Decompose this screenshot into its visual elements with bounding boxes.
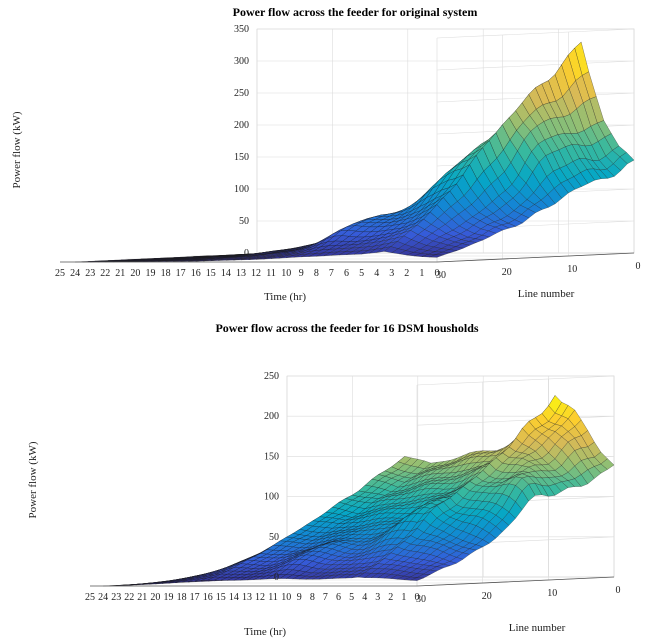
x-tick-label: 24 xyxy=(70,268,80,279)
y-tick-label: 0 xyxy=(636,261,641,272)
z-tick-label: 50 xyxy=(269,532,279,543)
z-tick-label: 100 xyxy=(264,492,279,503)
x-tick-label: 24 xyxy=(98,592,108,603)
x-tick-label: 7 xyxy=(329,268,334,279)
y-tick-label: 20 xyxy=(482,591,492,602)
x-tick-label: 9 xyxy=(297,592,302,603)
z-tick-label: 150 xyxy=(234,152,249,163)
surface-cell xyxy=(410,577,424,581)
x-tick-label: 18 xyxy=(161,268,171,279)
y-tick-label: 10 xyxy=(547,588,557,599)
z-tick-label: 250 xyxy=(234,88,249,99)
x-tick-label: 13 xyxy=(236,268,246,279)
x-tick-label: 14 xyxy=(221,268,231,279)
x-tick-label: 13 xyxy=(242,592,252,603)
x-tick-label: 6 xyxy=(344,268,349,279)
x-tick-label: 19 xyxy=(164,592,174,603)
x-tick-label: 18 xyxy=(177,592,187,603)
x-tick-label: 3 xyxy=(389,268,394,279)
x-tick-label: 16 xyxy=(191,268,201,279)
x-tick-label: 23 xyxy=(111,592,121,603)
surface-cell xyxy=(429,254,444,258)
z-tick-label: 350 xyxy=(234,24,249,35)
ylabel-top: Line number xyxy=(518,288,575,300)
x-tick-label: 3 xyxy=(375,592,380,603)
chart-title-1: Power flow across the feeder for origina… xyxy=(233,5,478,19)
x-tick-label: 25 xyxy=(55,268,65,279)
x-tick-label: 7 xyxy=(323,592,328,603)
x-tick-label: 22 xyxy=(124,592,134,603)
x-tick-label: 12 xyxy=(251,268,261,279)
x-tick-label: 15 xyxy=(206,268,216,279)
x-tick-label: 16 xyxy=(203,592,213,603)
surface-bottom xyxy=(103,395,615,587)
y-tick-label: 30 xyxy=(416,594,426,605)
z-tick-label: 200 xyxy=(264,411,279,422)
zlabel-top: Power flow (kW) xyxy=(11,111,23,188)
chart-top: Power flow across the feeder for origina… xyxy=(11,5,641,303)
y-tick-label: 10 xyxy=(567,264,577,275)
x-tick-label: 11 xyxy=(266,268,276,279)
x-tick-label: 1 xyxy=(419,268,424,279)
x-tick-label: 4 xyxy=(374,268,379,279)
x-tick-label: 8 xyxy=(314,268,319,279)
xlabel-bottom: Time (hr) xyxy=(244,626,286,638)
chart-bottom: Power flow across the feeder for 16 DSM … xyxy=(27,321,621,638)
x-tick-label: 0 xyxy=(415,592,420,603)
x-tick-label: 4 xyxy=(362,592,367,603)
x-tick-label: 9 xyxy=(299,268,304,279)
x-tick-label: 2 xyxy=(404,268,409,279)
y-tick-label: 30 xyxy=(436,270,446,281)
x-tick-label: 0 xyxy=(435,268,440,279)
x-tick-label: 11 xyxy=(268,592,278,603)
x-tick-label: 23 xyxy=(85,268,95,279)
z-tick-label: 100 xyxy=(234,184,249,195)
z-tick-label: 150 xyxy=(264,451,279,462)
x-tick-label: 17 xyxy=(176,268,186,279)
z-tick-label: 300 xyxy=(234,56,249,67)
x-tick-label: 1 xyxy=(401,592,406,603)
zlabel-bottom: Power flow (kW) xyxy=(27,441,39,518)
x-tick-label: 12 xyxy=(255,592,265,603)
z-tick-label: 0 xyxy=(274,572,279,583)
x-tick-label: 20 xyxy=(150,592,160,603)
z-tick-label: 250 xyxy=(264,371,279,382)
x-tick-label: 5 xyxy=(359,268,364,279)
y-tick-label: 0 xyxy=(616,585,621,596)
x-tick-label: 15 xyxy=(216,592,226,603)
z-tick-label: 200 xyxy=(234,120,249,131)
x-tick-label: 5 xyxy=(349,592,354,603)
z-tick-label: 50 xyxy=(239,216,249,227)
y-tick-label: 20 xyxy=(502,267,512,278)
x-tick-label: 20 xyxy=(130,268,140,279)
chart-title-2: Power flow across the feeder for 16 DSM … xyxy=(215,321,478,335)
surface-top xyxy=(75,41,635,263)
x-tick-label: 25 xyxy=(85,592,95,603)
xlabel-top: Time (hr) xyxy=(264,291,306,303)
x-tick-label: 14 xyxy=(229,592,239,603)
ylabel-bottom: Line number xyxy=(509,622,566,634)
x-tick-label: 8 xyxy=(310,592,315,603)
x-tick-label: 17 xyxy=(190,592,200,603)
x-tick-label: 22 xyxy=(100,268,110,279)
x-tick-label: 2 xyxy=(388,592,393,603)
x-tick-label: 21 xyxy=(115,268,125,279)
x-tick-label: 10 xyxy=(281,268,291,279)
z-tick-label: 0 xyxy=(244,248,249,259)
x-tick-label: 19 xyxy=(146,268,156,279)
x-tick-label: 21 xyxy=(137,592,147,603)
x-tick-label: 6 xyxy=(336,592,341,603)
x-tick-label: 10 xyxy=(281,592,291,603)
